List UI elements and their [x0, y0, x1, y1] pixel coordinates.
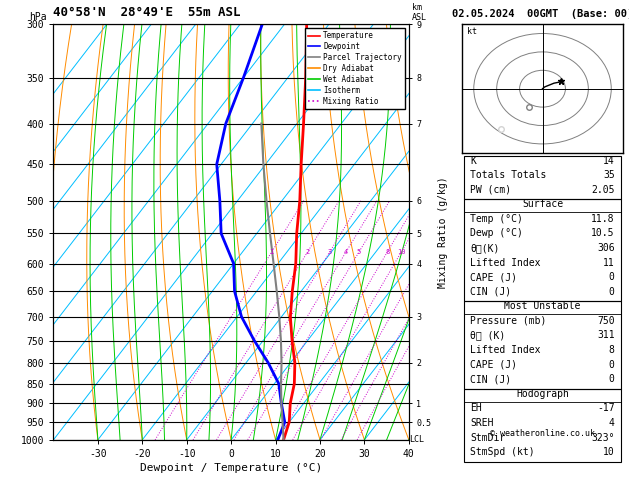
Text: 0: 0	[609, 272, 615, 282]
Text: EH: EH	[470, 403, 482, 414]
X-axis label: Dewpoint / Temperature (°C): Dewpoint / Temperature (°C)	[140, 463, 322, 473]
Text: 11: 11	[603, 258, 615, 268]
Text: 11.8: 11.8	[591, 214, 615, 224]
Text: Pressure (mb): Pressure (mb)	[470, 316, 547, 326]
Text: 306: 306	[597, 243, 615, 253]
Text: 40°58'N  28°49'E  55m ASL: 40°58'N 28°49'E 55m ASL	[53, 6, 241, 19]
Text: CAPE (J): CAPE (J)	[470, 360, 517, 370]
Text: 10.5: 10.5	[591, 228, 615, 239]
Text: 2.05: 2.05	[591, 185, 615, 195]
Text: θᴇ (K): θᴇ (K)	[470, 330, 506, 341]
Text: 0: 0	[609, 374, 615, 384]
Text: CAPE (J): CAPE (J)	[470, 272, 517, 282]
Text: 750: 750	[597, 316, 615, 326]
Text: Surface: Surface	[522, 199, 563, 209]
Text: 3: 3	[328, 249, 332, 255]
Text: CIN (J): CIN (J)	[470, 287, 511, 297]
Text: 10: 10	[397, 249, 406, 255]
Text: 2: 2	[306, 249, 309, 255]
Text: Dewp (°C): Dewp (°C)	[470, 228, 523, 239]
Text: Temp (°C): Temp (°C)	[470, 214, 523, 224]
Text: Lifted Index: Lifted Index	[470, 258, 541, 268]
Legend: Temperature, Dewpoint, Parcel Trajectory, Dry Adiabat, Wet Adiabat, Isotherm, Mi: Temperature, Dewpoint, Parcel Trajectory…	[305, 28, 405, 109]
Text: PW (cm): PW (cm)	[470, 185, 511, 195]
Text: Totals Totals: Totals Totals	[470, 170, 547, 180]
Text: Mixing Ratio (g/kg): Mixing Ratio (g/kg)	[438, 176, 448, 288]
Text: 15: 15	[423, 249, 431, 255]
Text: θᴇ(K): θᴇ(K)	[470, 243, 499, 253]
Text: 8: 8	[609, 345, 615, 355]
Text: 35: 35	[603, 170, 615, 180]
Text: Lifted Index: Lifted Index	[470, 345, 541, 355]
Text: kt: kt	[467, 27, 477, 35]
Text: 0: 0	[609, 287, 615, 297]
Text: 323°: 323°	[591, 433, 615, 443]
Text: Hodograph: Hodograph	[516, 389, 569, 399]
Text: 8: 8	[386, 249, 389, 255]
Text: km
ASL: km ASL	[412, 3, 427, 22]
Text: © weatheronline.co.uk: © weatheronline.co.uk	[490, 430, 595, 438]
Text: 02.05.2024  00GMT  (Base: 00): 02.05.2024 00GMT (Base: 00)	[452, 9, 629, 19]
Text: K: K	[470, 156, 476, 166]
Text: 25: 25	[457, 249, 466, 255]
Text: LCL: LCL	[409, 435, 424, 444]
Text: 4: 4	[609, 418, 615, 428]
Text: Most Unstable: Most Unstable	[504, 301, 581, 312]
Text: SREH: SREH	[470, 418, 494, 428]
Text: 0: 0	[609, 360, 615, 370]
Text: StmSpd (kt): StmSpd (kt)	[470, 447, 535, 457]
Text: CIN (J): CIN (J)	[470, 374, 511, 384]
Text: 10: 10	[603, 447, 615, 457]
Text: -17: -17	[597, 403, 615, 414]
Text: 20: 20	[442, 249, 451, 255]
Text: hPa: hPa	[30, 12, 47, 22]
Text: 5: 5	[357, 249, 361, 255]
Text: 1: 1	[270, 249, 274, 255]
Text: 311: 311	[597, 330, 615, 341]
Text: StmDir: StmDir	[470, 433, 506, 443]
Text: 14: 14	[603, 156, 615, 166]
Text: 4: 4	[344, 249, 348, 255]
